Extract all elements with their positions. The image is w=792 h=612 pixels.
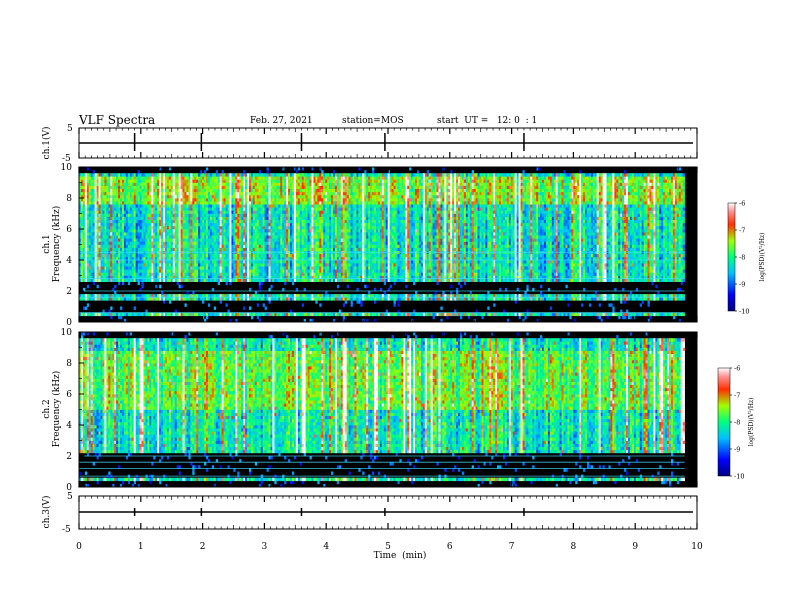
ch3-ylabel: ch.3(V)	[41, 496, 52, 529]
colorbar-tick-label: -7	[734, 392, 740, 400]
freq-tick-label: 2	[66, 452, 72, 462]
colorbar-tick-label: -9	[734, 446, 740, 454]
x-tick-label: 6	[447, 542, 453, 552]
freq-tick-label: 2	[66, 287, 72, 297]
colorbar-tick-label: -8	[734, 419, 740, 427]
ch3-ytick-top: 5	[67, 492, 73, 502]
x-axis-title: Time (min)	[374, 550, 427, 561]
x-tick-label: 8	[571, 542, 577, 552]
ch3-waveform-panel: 5 -5 ch.3(V)	[41, 492, 698, 535]
x-tick-label: 4	[323, 542, 329, 552]
freq-tick-label: 10	[61, 163, 73, 173]
x-tick-label: 2	[200, 542, 206, 552]
freq-tick-label: 0	[66, 318, 72, 328]
ch1-colorbar-title: log(PSD)(V²/Hz)	[759, 233, 766, 282]
x-tick-label: 7	[509, 542, 515, 552]
x-tick-label: 9	[632, 542, 638, 552]
station-label: station=MOS	[342, 116, 404, 126]
freq-tick-label: 6	[66, 225, 72, 235]
time-ticks	[78, 128, 698, 529]
ch2-spectrogram-image	[79, 332, 685, 487]
colorbar-tick-label: -9	[739, 281, 745, 289]
start-time-label: start UT = 12: 0 : 1	[437, 116, 537, 126]
figure-title: VLF Spectra	[78, 113, 155, 127]
ch2-channel-label: ch.2	[42, 399, 52, 418]
freq-tick-label: 6	[66, 390, 72, 400]
x-tick-label: 3	[262, 542, 268, 552]
x-tick-label: 5	[385, 542, 391, 552]
x-tick-label: 0	[76, 542, 82, 552]
ch3-ytick-bottom: -5	[62, 525, 71, 535]
ch2-colorbar-title: log(PSD)(V²/Hz)	[748, 398, 755, 447]
x-tick-label: 1	[138, 542, 144, 552]
ch2-colorbar: -6 -7 -8 -9 -10 log(PSD)(V²/Hz)	[717, 365, 755, 481]
date-label: Feb. 27, 2021	[250, 116, 313, 126]
ch1-spectrogram-panel: 0 2 4 6 8 10 ch.1 Frequency (kHz)	[42, 163, 698, 328]
colorbar-tick-label: -10	[739, 308, 749, 316]
freq-tick-label: 4	[66, 421, 72, 431]
ch1-channel-label: ch.1	[42, 234, 52, 253]
ch1-ytick-bottom: -5	[62, 154, 71, 164]
x-tick-labels: 0 1 2 3 4 5 6 7 8 9 10	[76, 542, 703, 552]
ch1-frequency-label: Frequency (kHz)	[51, 206, 62, 283]
colorbar-tick-label: -6	[734, 365, 740, 373]
colorbar-tick-label: -10	[734, 473, 744, 481]
ch1-colorbar: -6 -7 -8 -9 -10 log(PSD)(V²/Hz)	[727, 200, 766, 316]
ch1-waveform-panel: 5 -5 ch.1(V)	[41, 124, 698, 164]
freq-tick-label: 4	[66, 256, 72, 266]
colorbar-tick-label: -8	[739, 254, 745, 262]
ch1-spectrogram-image	[79, 167, 685, 322]
ch1-ytick-top: 5	[67, 124, 73, 134]
colorbar-tick-label: -7	[739, 227, 745, 235]
freq-tick-label: 8	[66, 359, 72, 369]
ch2-frequency-ticks: 0 2 4 6 8 10	[61, 328, 697, 493]
ch2-frequency-label: Frequency (kHz)	[51, 371, 62, 448]
colorbar-tick-label: -6	[739, 200, 745, 208]
freq-tick-label: 8	[66, 194, 72, 204]
ch2-spectrogram-panel: 0 2 4 6 8 10 ch.2 Frequency (kHz)	[42, 328, 698, 493]
freq-tick-label: 0	[66, 483, 72, 493]
ch1-frequency-ticks: 0 2 4 6 8 10	[61, 163, 697, 328]
ch1-ylabel: ch.1(V)	[41, 127, 52, 160]
x-tick-label: 10	[691, 542, 703, 552]
freq-tick-label: 10	[61, 328, 73, 338]
